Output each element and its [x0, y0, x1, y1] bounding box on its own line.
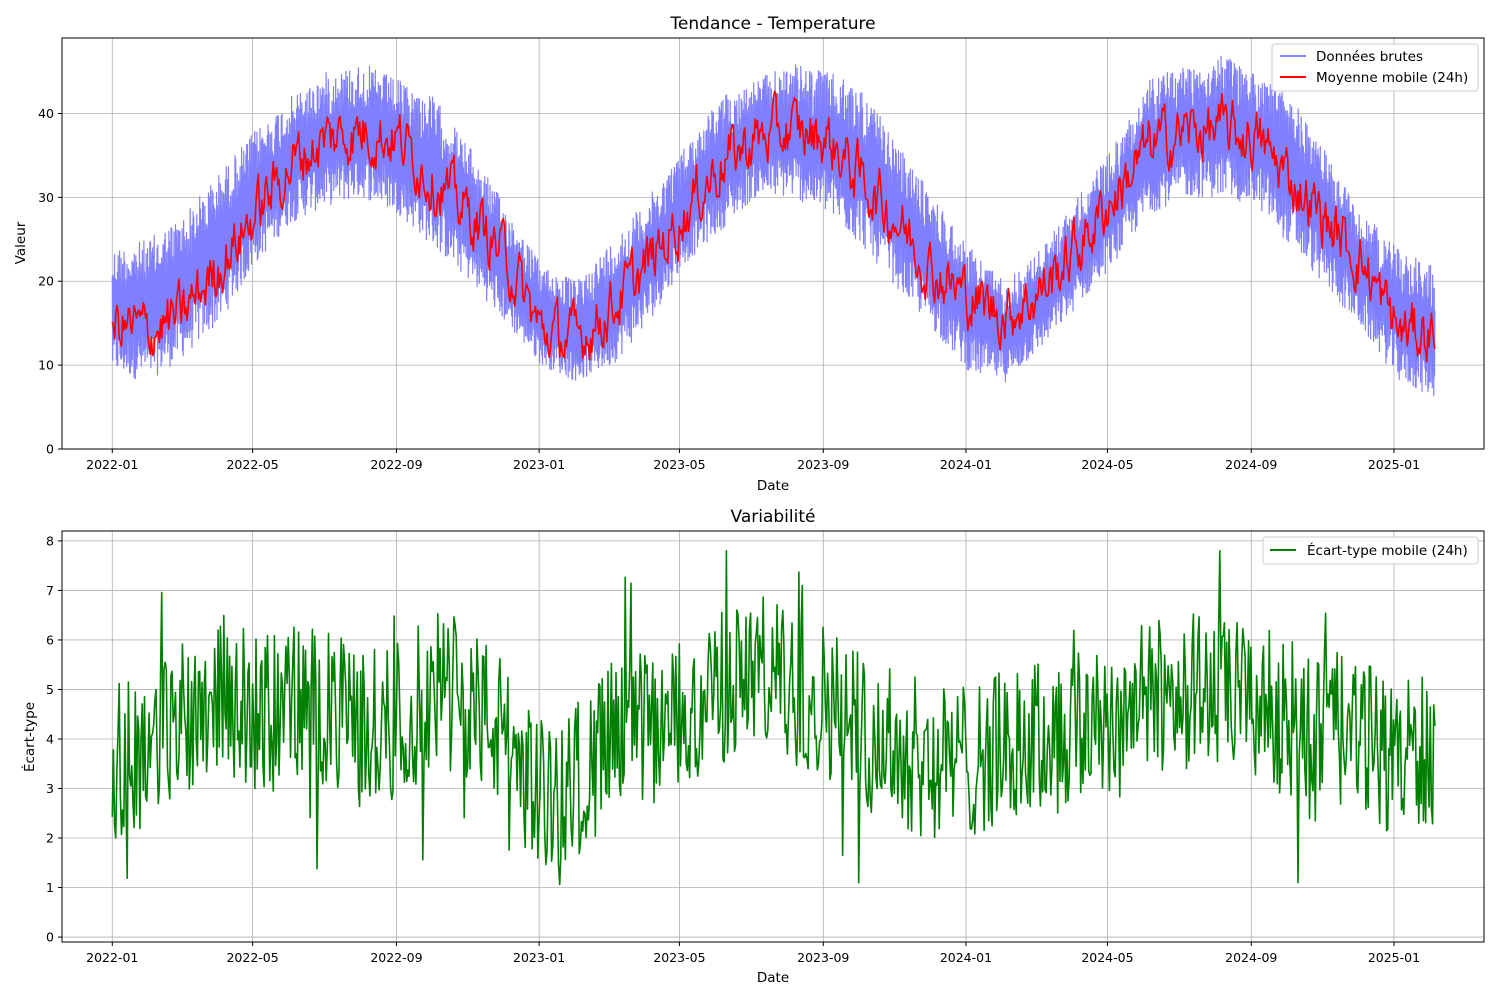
x-tick-label: 2025-01	[1368, 457, 1420, 472]
variability-chart-y-ticks: 0 1 2 3 4 5 6 7 8	[46, 533, 62, 945]
x-tick-label: 2023-09	[797, 457, 849, 472]
series-line-moving-average	[111, 90, 1436, 363]
trend-chart-y-ticks: 0 10 20 30 40	[38, 106, 62, 457]
variability-chart-x-ticks: 2022-01 2022-05 2022-09 2023-01 2023-05 2023-…	[86, 942, 1420, 965]
y-tick-label: 10	[38, 358, 54, 373]
trend-chart-legend: Données brutes Moyenne mobile (24h)	[1271, 43, 1479, 92]
trend-chart-x-ticks: 2022-01 2022-05 2022-09 2023-01 2023-05 2023-…	[86, 449, 1420, 472]
variability-legend-label: Écart-type mobile (24h)	[1307, 542, 1468, 559]
variability-chart-series	[111, 549, 1436, 886]
x-tick-label: 2022-05	[226, 457, 278, 472]
y-tick-label: 4	[46, 731, 54, 746]
variability-chart-grid	[62, 531, 1484, 942]
trend-legend-label-raw: Données brutes	[1316, 49, 1423, 65]
y-tick-label: 1	[46, 880, 54, 895]
variability-chart-x-label: Date	[757, 970, 789, 986]
y-tick-label: 30	[38, 190, 54, 205]
y-tick-label: 2	[46, 831, 54, 846]
trend-chart-series	[111, 55, 1436, 397]
y-tick-label: 6	[46, 632, 54, 647]
x-tick-label: 2023-05	[653, 457, 705, 472]
trend-legend-box	[1271, 43, 1479, 92]
variability-chart-frame	[61, 530, 1485, 943]
trend-chart-title: Tendance - Temperature	[669, 14, 875, 34]
x-tick-label: 2024-09	[1225, 457, 1277, 472]
x-tick-label: 2022-01	[86, 950, 138, 965]
x-tick-label: 2025-01	[1368, 950, 1420, 965]
y-tick-label: 8	[46, 533, 54, 548]
x-tick-label: 2023-09	[797, 950, 849, 965]
x-tick-label: 2022-05	[226, 950, 278, 965]
x-tick-label: 2023-01	[513, 457, 565, 472]
trend-chart-x-label: Date	[757, 478, 789, 494]
y-tick-label: 5	[46, 682, 54, 697]
x-tick-label: 2022-09	[370, 950, 422, 965]
variability-legend-box	[1262, 536, 1479, 565]
x-tick-label: 2022-09	[370, 457, 422, 472]
x-tick-label: 2024-09	[1225, 950, 1277, 965]
y-tick-label: 7	[46, 583, 54, 598]
variability-chart-legend: Écart-type mobile (24h)	[1262, 536, 1479, 565]
y-tick-label: 0	[46, 442, 54, 457]
y-tick-label: 0	[46, 930, 54, 945]
x-tick-label: 2023-01	[513, 950, 565, 965]
y-tick-label: 40	[38, 106, 54, 121]
x-tick-label: 2024-01	[940, 950, 992, 965]
variability-chart-y-label: Écart-type	[21, 702, 38, 772]
x-tick-label: 2024-01	[940, 457, 992, 472]
trend-legend-label-mean: Moyenne mobile (24h)	[1316, 70, 1468, 86]
x-tick-label: 2024-05	[1081, 950, 1133, 965]
trend-chart-grid	[62, 38, 1484, 450]
trend-chart-y-label: Valeur	[13, 221, 29, 264]
trend-chart-frame	[61, 37, 1485, 450]
series-line-moving-std	[111, 549, 1436, 886]
trend-chart: Tendance - Temperature 2022-01 2022-05 202…	[13, 14, 1485, 494]
variability-chart: Variabilité 2022-01 2022-05 2022-09 2023-01…	[21, 507, 1485, 986]
x-tick-label: 2023-05	[653, 950, 705, 965]
x-tick-label: 2024-05	[1081, 457, 1133, 472]
x-tick-label: 2022-01	[86, 457, 138, 472]
y-tick-label: 3	[46, 781, 54, 796]
variability-chart-title: Variabilité	[731, 507, 816, 527]
y-tick-label: 20	[38, 274, 54, 289]
